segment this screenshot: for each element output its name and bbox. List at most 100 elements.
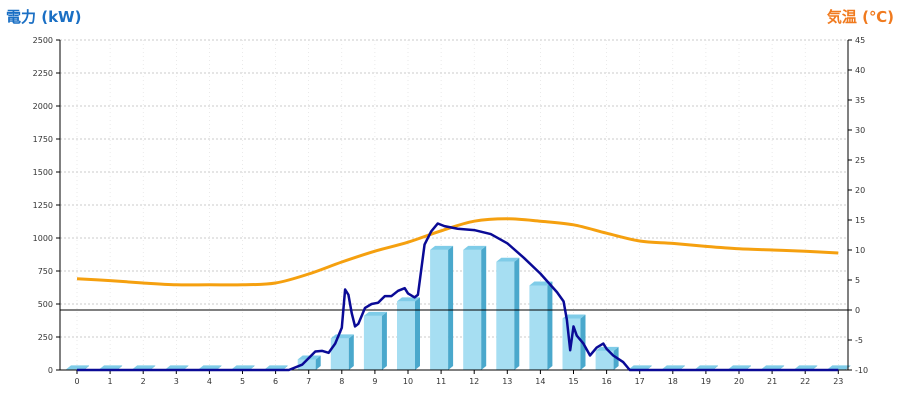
bar-top	[363, 311, 387, 316]
x-tick-label: 21	[767, 377, 777, 386]
bar-top	[661, 365, 685, 370]
bar	[529, 281, 553, 370]
right-tick-label: 25	[855, 156, 865, 165]
bar-front	[330, 338, 349, 370]
x-tick-label: 17	[635, 377, 645, 386]
left-tick-label: 500	[38, 300, 53, 309]
x-tick-label: 19	[701, 377, 711, 386]
x-tick-label: 15	[568, 377, 578, 386]
bar-front	[397, 301, 415, 370]
x-tick-label: 5	[240, 377, 245, 386]
right-tick-label: 20	[855, 186, 865, 195]
right-axis-title: 気温 (℃)	[827, 8, 894, 26]
left-tick-label: 750	[38, 267, 53, 276]
left-tick-label: 1250	[33, 201, 53, 210]
right-tick-label: 30	[855, 126, 865, 135]
x-tick-label: 7	[306, 377, 311, 386]
right-tick-label: 35	[855, 96, 865, 105]
bar	[330, 334, 354, 370]
bar-side	[448, 245, 454, 370]
bar-front	[595, 350, 614, 370]
x-tick-label: 8	[339, 377, 344, 386]
x-tick-label: 16	[602, 377, 612, 386]
x-tick-label: 11	[436, 377, 446, 386]
x-tick-label: 18	[668, 377, 678, 386]
axes	[56, 39, 852, 374]
grid	[60, 39, 848, 370]
x-tick-label: 23	[833, 377, 843, 386]
left-tick-label: 2250	[33, 69, 53, 78]
bar-front	[496, 261, 515, 370]
left-tick-label: 2000	[33, 102, 53, 111]
right-tick-label: 40	[855, 66, 865, 75]
power-line	[77, 222, 839, 372]
x-tick-label: 2	[141, 377, 146, 386]
right-tick-label: 10	[855, 246, 865, 255]
x-tick-label: 13	[502, 377, 512, 386]
x-tick-label: 22	[800, 377, 810, 386]
left-tick-label: 250	[38, 333, 53, 342]
x-tick-label: 3	[174, 377, 179, 386]
bar-top	[99, 365, 123, 370]
left-tick-label: 0	[48, 366, 53, 375]
x-tick-label: 12	[469, 377, 479, 386]
bar-top	[496, 257, 520, 262]
bar-top	[761, 365, 785, 370]
bar-top	[827, 365, 851, 370]
bar-top	[463, 245, 487, 250]
bar-front	[363, 315, 382, 370]
x-tick-label: 9	[372, 377, 377, 386]
bar-side	[315, 355, 321, 370]
bar-side	[547, 281, 553, 370]
bar-top	[198, 365, 222, 370]
x-tick-label: 20	[734, 377, 744, 386]
left-tick-label: 1750	[33, 135, 53, 144]
tick-labels: 02505007501000125015001750200022502500-1…	[33, 36, 868, 386]
bar-series	[66, 245, 851, 370]
bar-side	[481, 245, 487, 370]
bar-top	[529, 281, 553, 286]
bar-side	[415, 297, 420, 370]
right-tick-label: -10	[855, 366, 868, 375]
bar-side	[348, 334, 354, 370]
bar	[397, 297, 420, 370]
bar-side	[381, 311, 387, 370]
bar-top	[66, 365, 89, 370]
bar-front	[529, 285, 548, 370]
left-tick-label: 1000	[33, 234, 53, 243]
right-tick-label: 0	[855, 306, 860, 315]
bar-front	[297, 359, 316, 370]
bar-top	[231, 365, 255, 370]
x-tick-label: 0	[74, 377, 79, 386]
left-tick-label: 1500	[33, 168, 53, 177]
right-tick-label: 5	[855, 276, 860, 285]
bar	[496, 257, 520, 370]
bar-top	[430, 245, 454, 250]
bar	[363, 311, 387, 370]
left-tick-label: 2500	[33, 36, 53, 45]
bar-top	[728, 365, 751, 370]
right-tick-label: 15	[855, 216, 865, 225]
bar	[297, 355, 321, 370]
bar-side	[514, 257, 520, 370]
bar-top	[562, 314, 586, 319]
bar-top	[264, 365, 288, 370]
x-tick-label: 4	[207, 377, 212, 386]
bar-top	[628, 365, 652, 370]
left-axis-title: 電力 (kW)	[6, 8, 81, 26]
right-tick-label: -5	[855, 336, 863, 345]
bar-top	[694, 365, 718, 370]
line-series	[76, 217, 839, 372]
x-tick-label: 6	[273, 377, 278, 386]
temperature-line	[76, 217, 839, 287]
bar	[430, 245, 454, 370]
bar-top	[165, 365, 189, 370]
right-tick-label: 45	[855, 36, 865, 45]
x-tick-label: 1	[108, 377, 113, 386]
bar	[463, 245, 487, 370]
bar-top	[132, 365, 156, 370]
x-tick-label: 10	[403, 377, 413, 386]
bar-top	[794, 365, 818, 370]
x-tick-label: 14	[535, 377, 545, 386]
